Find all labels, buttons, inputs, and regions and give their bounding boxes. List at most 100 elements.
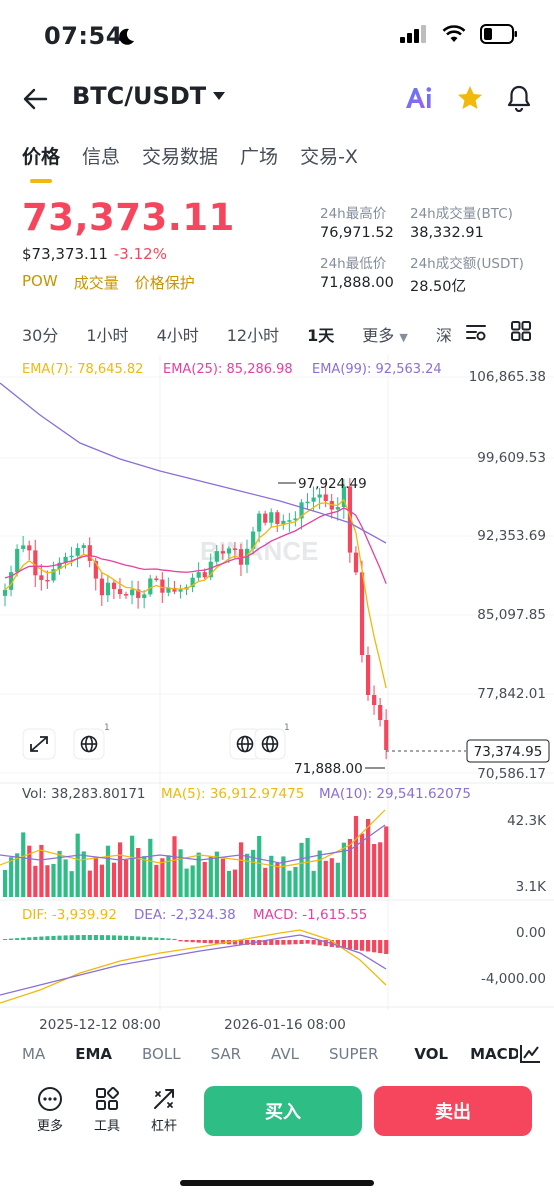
volume-tick: 42.3K	[507, 813, 547, 829]
fullscreen-button[interactable]	[22, 728, 56, 760]
kline-chart[interactable]: BINANCE EMA(7): 78,645.82 EMA(25): 85,28…	[0, 355, 554, 1035]
ema25-label: EMA(25): 85,286.98	[163, 362, 293, 377]
home-indicator	[180, 1180, 374, 1186]
tag-price-protection[interactable]: 价格保护	[134, 274, 195, 292]
date-tick: 2025-12-12 08:00	[39, 1017, 161, 1033]
bottom-action-bar: 更多 工具 杠杆 买入 卖出	[0, 1084, 554, 1144]
interval-30m[interactable]: 30分	[22, 326, 59, 345]
more-label: 更多	[36, 1119, 63, 1134]
candles	[3, 478, 389, 760]
last-price: 73,373.11	[22, 196, 235, 239]
event-badge[interactable]: 1	[254, 723, 290, 760]
favorite-star-icon[interactable]	[456, 84, 484, 112]
pair-selector[interactable]: BTC/USDT	[72, 82, 226, 110]
signal-icon	[400, 25, 426, 43]
pair-title: BTC/USDT	[72, 82, 207, 110]
interval-12h[interactable]: 12小时	[226, 326, 280, 345]
price-tick: 99,609.53	[477, 450, 546, 466]
event-badge-count: 1	[104, 723, 110, 733]
tag-volume[interactable]: 成交量	[73, 274, 119, 292]
interval-depth[interactable]: 深	[435, 326, 452, 345]
high-marker: 97,924.49	[278, 476, 367, 492]
caret-down-icon	[213, 92, 226, 100]
tab-trading-data[interactable]: 交易数据	[142, 146, 219, 168]
expand-icon	[30, 736, 48, 752]
more-dots-icon	[38, 1087, 62, 1111]
tag-pow[interactable]: POW	[22, 272, 58, 290]
low-marker: 71,888.00	[294, 761, 385, 777]
page-tabs: 价格 信息 交易数据 广场 交易-X	[22, 142, 358, 183]
more-button[interactable]: 更多	[30, 1086, 70, 1134]
leverage-icon	[154, 1089, 174, 1109]
price-tick: 92,353.69	[477, 528, 546, 544]
interval-bar: 30分 1小时 4小时 12小时 1天 更多 ▼ 深	[22, 322, 480, 346]
interval-more-label: 更多	[362, 326, 395, 345]
tab-price[interactable]: 价格	[22, 142, 60, 183]
sell-button[interactable]: 卖出	[374, 1086, 532, 1136]
ma10-label: MA(10): 29,541.62075	[319, 786, 471, 802]
stat-low: 24h最低价 71,888.00	[320, 256, 394, 291]
tools-label: 工具	[93, 1119, 120, 1134]
battery-icon	[480, 24, 517, 44]
back-arrow-icon[interactable]	[20, 84, 50, 114]
indicator-super[interactable]: SUPER	[328, 1045, 379, 1063]
price-tick: 77,842.01	[477, 686, 546, 702]
globe-icon	[261, 735, 279, 753]
ai-icon[interactable]	[404, 85, 434, 111]
stat-volume-btc: 24h成交量(BTC) 38,332.91	[410, 206, 513, 241]
status-bar: 07:54	[0, 0, 554, 70]
macd-tick: -4,000.00	[481, 971, 546, 987]
ema7-label: EMA(7): 78,645.82	[22, 362, 143, 377]
interval-1h[interactable]: 1小时	[86, 326, 129, 345]
indicator-tabs: MA EMA BOLL SAR AVL SUPER VOL MACD	[22, 1045, 518, 1063]
moon-icon	[119, 28, 134, 45]
macd-label: MACD: -1,615.55	[253, 907, 367, 923]
price-tick: 70,586.17	[477, 766, 546, 782]
indicator-boll[interactable]: BOLL	[142, 1045, 181, 1063]
stat-volume-usdt: 24h成交额(USDT) 28.50亿	[410, 256, 524, 295]
leverage-button[interactable]: 杠杆	[144, 1086, 184, 1134]
dea-label: DEA: -2,324.38	[134, 907, 236, 923]
buy-button[interactable]: 买入	[204, 1086, 362, 1136]
indicator-ma[interactable]: MA	[22, 1045, 46, 1063]
grid-layout-icon[interactable]	[510, 320, 532, 342]
caret-down-icon: ▼	[399, 331, 408, 344]
event-badge-count: 1	[284, 723, 290, 733]
indicator-sar[interactable]: SAR	[210, 1045, 242, 1063]
indicator-macd[interactable]: MACD	[470, 1045, 519, 1063]
header: BTC/USDT	[0, 74, 554, 122]
interval-4h[interactable]: 4小时	[156, 326, 199, 345]
date-tick: 2026-01-16 08:00	[224, 1017, 346, 1033]
event-badge[interactable]: 1	[73, 723, 110, 760]
globe-icon	[236, 735, 254, 753]
volume-tick: 3.1K	[516, 879, 547, 895]
indicator-ema[interactable]: EMA	[75, 1045, 112, 1063]
ema99-label: EMA(99): 92,563.24	[312, 362, 442, 377]
stat-high: 24h最高价 76,971.52	[320, 206, 394, 241]
macd-tick: 0.00	[516, 925, 546, 941]
volume-label: Vol: 38,283.80171	[22, 786, 146, 802]
indicator-avl[interactable]: AVL	[271, 1045, 299, 1063]
tab-info[interactable]: 信息	[82, 146, 121, 168]
price-sub: $73,373.11 -3.12%	[22, 245, 167, 263]
interval-more[interactable]: 更多 ▼	[362, 322, 408, 346]
tools-grid-icon	[96, 1086, 120, 1110]
price-tick: 85,097.85	[477, 607, 546, 623]
event-badge[interactable]	[229, 728, 261, 760]
tools-button[interactable]: 工具	[87, 1086, 127, 1134]
tab-trade-x[interactable]: 交易-X	[300, 146, 358, 168]
low-marker-label: 71,888.00	[294, 761, 363, 777]
macd-panel	[0, 929, 389, 1004]
price-axis: 106,865.38 99,609.53 92,353.69 85,097.85…	[469, 369, 546, 782]
chart-settings-icon[interactable]	[464, 320, 488, 344]
leverage-label: 杠杆	[150, 1119, 177, 1134]
indicator-vol[interactable]: VOL	[414, 1045, 449, 1063]
status-time: 07:54	[44, 22, 123, 50]
indicator-chart-icon[interactable]	[518, 1043, 542, 1065]
chart-grid	[0, 355, 554, 1010]
bell-icon[interactable]	[506, 84, 532, 112]
tab-square[interactable]: 广场	[240, 146, 279, 168]
wifi-icon	[442, 25, 466, 42]
ma5-label: MA(5): 36,912.97475	[161, 786, 304, 802]
interval-1d[interactable]: 1天	[307, 326, 335, 345]
